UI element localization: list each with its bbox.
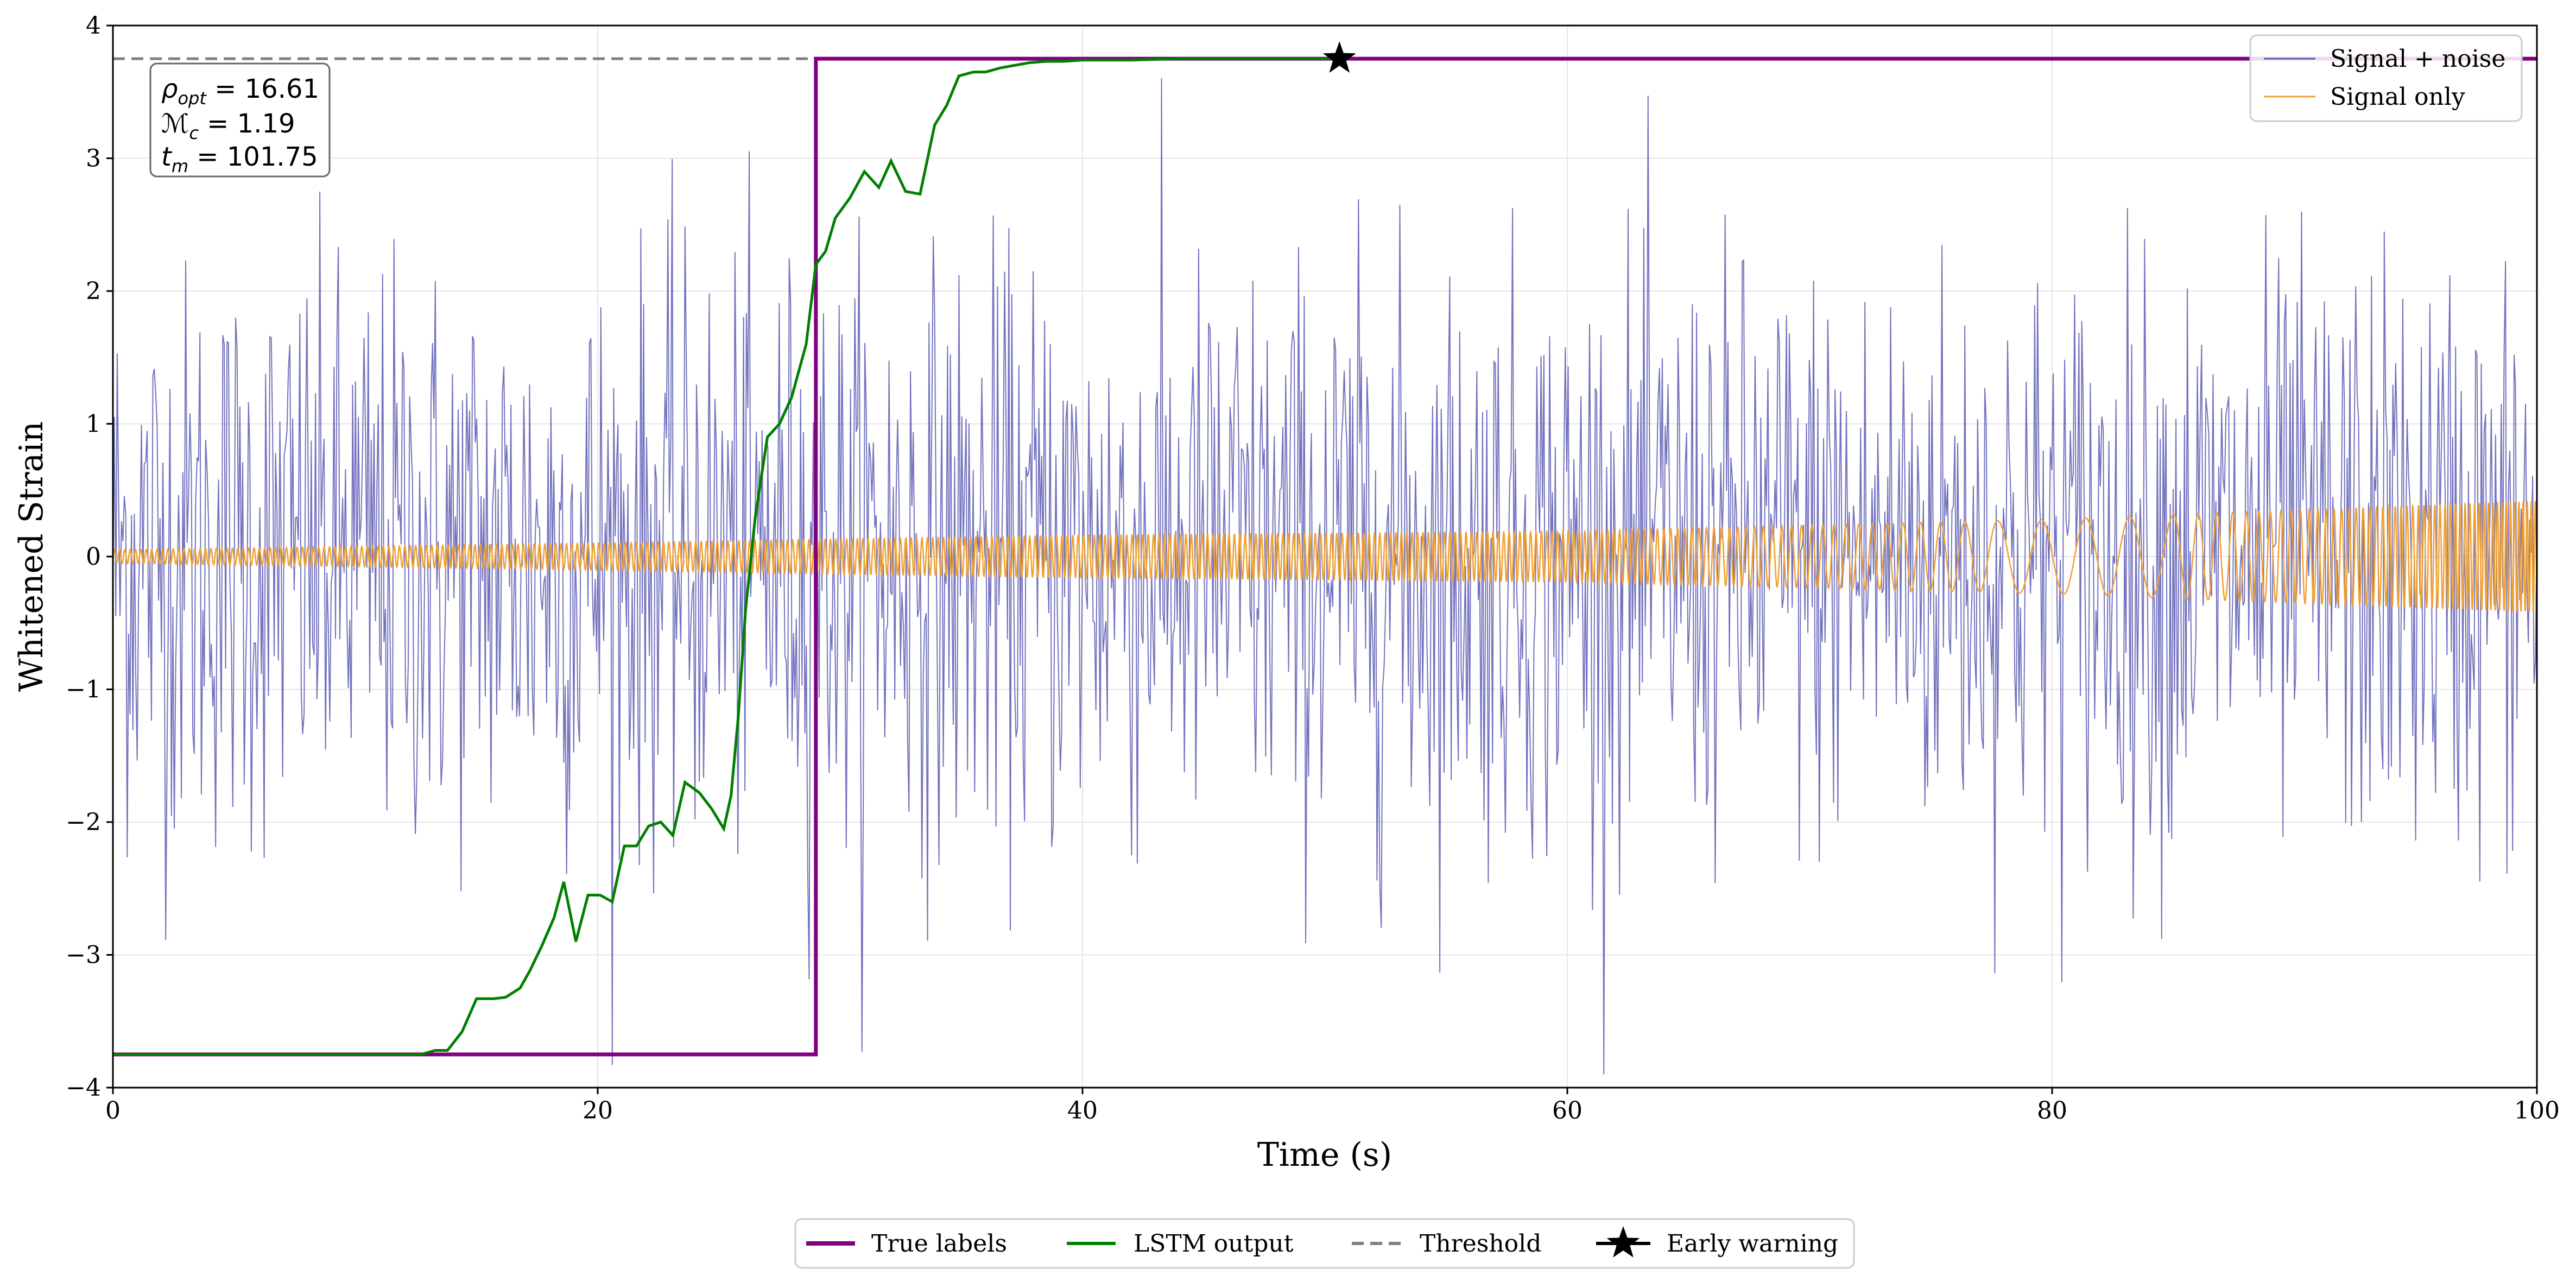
legend-label-signal-only: Signal only xyxy=(2330,83,2465,111)
y-tick-label: 2 xyxy=(86,277,101,305)
x-axis-label: Time (s) xyxy=(1257,1136,1392,1174)
annotation-rho-sub: opt xyxy=(178,88,207,109)
x-tick-label: 80 xyxy=(2037,1097,2067,1125)
annotation-mc-symbol: ℳ xyxy=(161,109,189,139)
y-tick-label: 1 xyxy=(86,411,101,438)
legend-label-true-labels: True labels xyxy=(871,1230,1007,1258)
ticks: 0 20 40 60 80 100 −4 −3 −2 −1 0 1 2 3 4 xyxy=(66,12,2560,1125)
annotation-tm-value: = 101.75 xyxy=(188,142,318,172)
annotation-mc: ℳc = 1.19 xyxy=(161,109,295,143)
annotation-tm-symbol: t xyxy=(161,142,173,172)
annotation-box: ρopt = 16.61 ℳc = 1.19 tm = 101.75 xyxy=(149,62,331,178)
annotation-mc-value: = 1.19 xyxy=(199,109,295,139)
y-tick-label: 3 xyxy=(86,145,101,173)
y-tick-label: −2 xyxy=(66,809,101,836)
y-tick-label: 0 xyxy=(86,543,101,571)
legend-label-lstm-output: LSTM output xyxy=(1134,1230,1294,1258)
series-layer xyxy=(113,56,2537,1075)
x-tick-label: 100 xyxy=(2514,1097,2560,1125)
y-tick-label: −3 xyxy=(66,942,101,969)
series-true-labels xyxy=(113,56,2537,1057)
y-tick-label: −4 xyxy=(66,1074,101,1102)
annotation-tm: tm = 101.75 xyxy=(161,142,318,176)
x-tick-label: 20 xyxy=(583,1097,613,1125)
y-tick-label: −1 xyxy=(66,676,101,704)
legend-label-signal-noise: Signal + noise xyxy=(2330,45,2505,73)
legend-top-frame xyxy=(2249,34,2523,122)
annotation-rho-symbol: ρ xyxy=(161,74,178,104)
legend-bottom-frame xyxy=(794,1218,1855,1269)
annotation-frame xyxy=(149,62,331,178)
annotation-mc-sub: c xyxy=(189,123,199,143)
series-lstm-output xyxy=(113,57,1340,1056)
series-signal-only xyxy=(113,500,2537,612)
x-tick-label: 0 xyxy=(105,1097,121,1125)
legend-label-threshold: Threshold xyxy=(1420,1230,1541,1258)
y-tick-label: 4 xyxy=(86,12,101,40)
annotation-rho: ρopt = 16.61 xyxy=(161,74,319,109)
markers-layer xyxy=(1322,41,1356,73)
legend-label-early-warning: Early warning xyxy=(1667,1230,1838,1258)
legend-bottom: True labels LSTM output Threshold Early … xyxy=(794,1218,1855,1269)
legend-swatch-early-warning-star xyxy=(1606,1226,1640,1258)
annotation-rho-value: = 16.61 xyxy=(206,74,319,104)
series-signal-noise xyxy=(113,78,2537,1075)
early-warning-marker xyxy=(1322,41,1356,73)
x-tick-label: 40 xyxy=(1067,1097,1098,1125)
annotation-tm-sub: m xyxy=(172,156,188,176)
y-axis-label: Whitened Strain xyxy=(12,421,50,692)
x-tick-label: 60 xyxy=(1552,1097,1583,1125)
legend-top-right: Signal + noise Signal only xyxy=(2249,34,2523,122)
